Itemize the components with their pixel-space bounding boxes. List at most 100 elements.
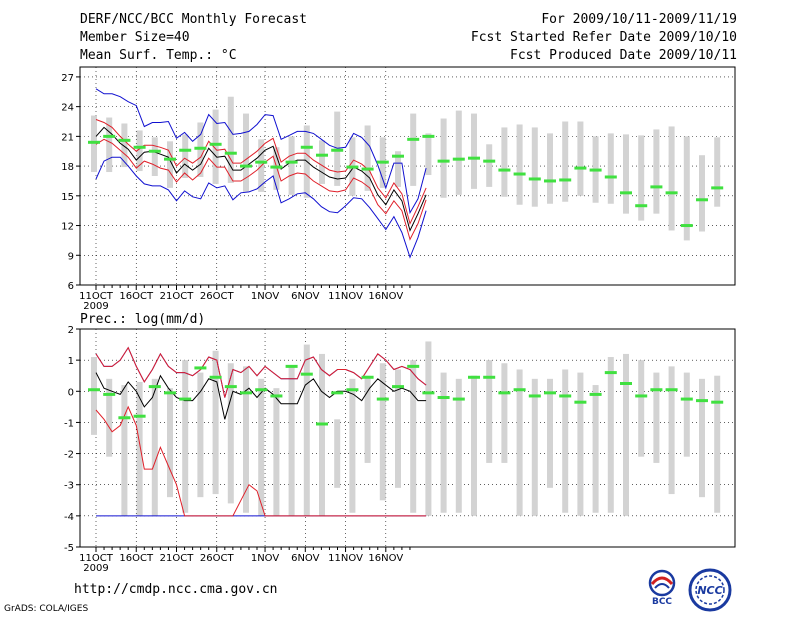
precip-obs-marker [209,375,222,379]
precip-ensemble-box [91,357,97,435]
temp-ensemble-box [455,110,462,195]
temp-ensemble-box [547,133,553,204]
precip-xtick-label: 21OCT [160,553,195,564]
temp-xtick-label: 16OCT [119,291,154,302]
precip-obs-marker [680,397,693,401]
precip-obs-marker [452,397,465,401]
forecast-period: For 2009/10/11-2009/11/19 [541,12,737,27]
precip-ensemble-box [486,360,493,463]
precip-obs-marker [255,388,268,392]
temp-ensemble-box [425,133,432,176]
precip-ytick-label: -3 [64,481,74,492]
temp-ensemble-box [288,136,295,195]
precip-ytick-label: -1 [64,418,74,429]
precip-ensemble-box [623,353,629,516]
source-url[interactable]: http://cmdp.ncc.cma.gov.cn [74,582,278,597]
precip-obs-marker [513,388,526,392]
precip-ensemble-box [319,353,325,516]
precip-obs-marker [361,375,374,379]
temp-xtick-label: 21OCT [160,291,195,302]
temp-obs-marker [437,159,450,163]
temp-ytick-label: 18 [61,162,74,173]
temp-ensemble-box [243,113,249,192]
temp-obs-marker [452,157,465,161]
temp-obs-marker [346,165,359,169]
precip-obs-marker [696,399,708,403]
precip-ensemble-box [471,375,477,516]
precip-ytick-label: -4 [64,512,74,523]
temp-ensemble-box [486,144,493,187]
temp-ensemble-box [121,123,128,168]
precip-ensemble-box [121,385,128,516]
temp-ensemble-box [577,121,584,196]
precip-year-label: 2009 [83,563,108,574]
precip-ensemble-box [136,381,143,516]
precip-obs-marker [422,391,435,395]
precip-lower-spread-line [95,405,427,517]
temp-obs-marker [468,156,480,160]
temp-ensemble-box [167,141,173,188]
temp-ensemble-box [531,127,538,207]
temp-obs-marker [407,137,420,141]
temp-ensemble-box [699,155,705,232]
ncc-logo: NCC [688,568,732,612]
temp-obs-marker [620,191,632,195]
precip-ensemble-box [151,378,158,516]
temp-obs-marker [483,159,496,163]
temp-obs-marker [559,178,572,182]
temp-obs-marker [528,177,541,181]
temp-xtick-label: 26OCT [200,291,235,302]
precip-obs-marker [346,388,359,392]
temp-obs-marker [148,149,161,153]
precip-obs-marker [665,388,678,392]
temp-ensemble-box [638,135,645,221]
precip-ensemble-box [668,366,675,495]
precip-upper-spread-line [95,346,427,398]
temp-obs-marker [665,191,678,195]
temp-ensemble-box [227,96,234,183]
temp-obs-marker [300,145,313,149]
temp-ensemble-box [319,140,325,184]
precip-ensemble-box [182,360,189,513]
precip-ensemble-box [273,388,280,516]
precip-obs-marker [407,364,420,368]
temp-obs-marker [285,160,298,164]
precip-ensemble-box [653,372,660,463]
precip-obs-marker [528,394,541,398]
precip-ensemble-box [592,385,599,513]
precip-obs-marker [635,394,648,398]
temp-obs-marker [574,166,587,170]
precip-xtick-label: 6NOV [291,553,320,564]
precip-ensemble-box [455,378,462,513]
temp-ytick-label: 27 [61,73,74,84]
temp-ensemble-box [683,136,690,241]
temp-obs-marker [544,179,556,183]
precip-obs-marker [118,416,131,420]
temp-xtick-label: 6NOV [291,291,320,302]
temp-upper-range-line [95,88,427,215]
temp-ensemble-box [364,125,371,191]
precip-obs-marker [574,400,587,404]
temp-ensemble-box [516,124,523,205]
precip-ensemble-box [106,378,113,457]
temp-obs-marker [392,154,404,158]
temp-obs-marker [118,138,131,142]
precip-ensemble-box [699,378,705,498]
precip-ytick-label: -2 [64,450,74,461]
temp-obs-marker [270,165,283,169]
precip-ensemble-box [167,388,173,498]
temp-xtick-label: 11NOV [328,291,363,302]
temp-lower-range-line [95,156,427,259]
temp-obs-marker [711,186,724,190]
precip-ytick-label: -5 [64,543,74,554]
temp-ytick-label: 6 [68,281,74,292]
temp-ensemble-box [562,121,569,202]
precip-ensemble-box [212,350,219,495]
precip-ensemble-box [638,360,645,457]
precip-ensemble-box [395,369,401,488]
precip-obs-marker [164,391,176,395]
precip-ensemble-box [714,375,721,513]
temp-ensemble-box [395,151,401,187]
temp-obs-marker [194,146,207,150]
temp-obs-marker [513,172,526,176]
